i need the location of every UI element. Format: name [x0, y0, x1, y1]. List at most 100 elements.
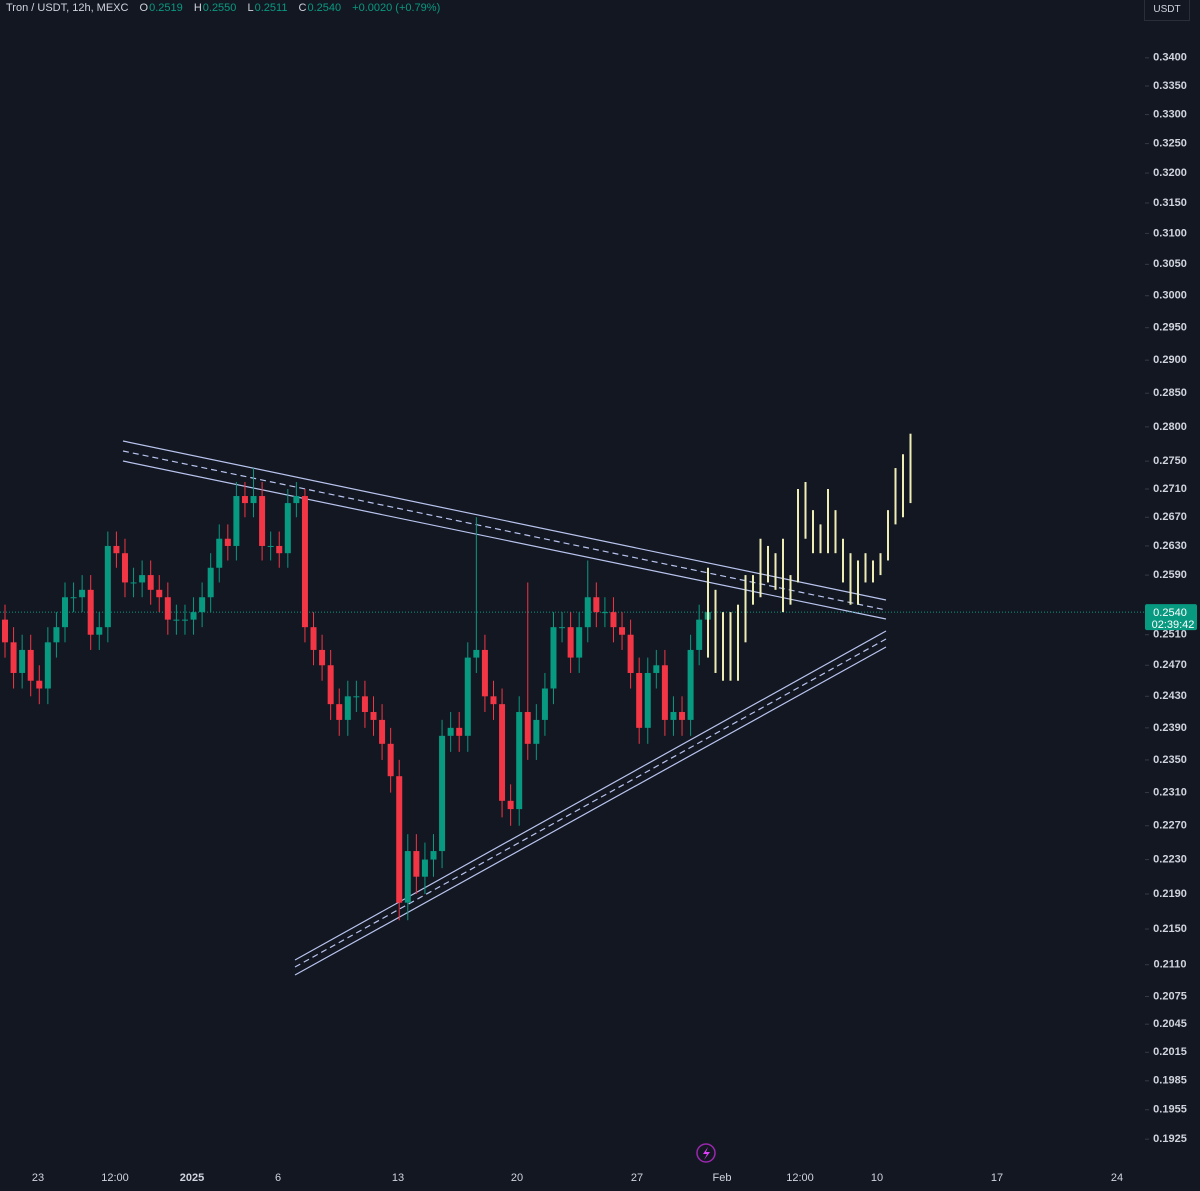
icon-bolt: [703, 1147, 710, 1160]
candle-body: [524, 712, 531, 744]
y-tick-label: 0.2045: [1153, 1018, 1187, 1030]
candle-body: [584, 597, 591, 628]
ohlc-value: 0.2519: [149, 2, 183, 14]
x-tick-label: 12:00: [786, 1172, 814, 1184]
candle-body: [687, 649, 694, 720]
candle-body: [10, 642, 17, 673]
trendline: [122, 440, 887, 601]
trendline-mid: [294, 638, 887, 968]
candle-body: [439, 735, 446, 852]
ohlc-key: C: [298, 2, 307, 14]
candle-body: [370, 712, 377, 720]
candle-body: [336, 704, 343, 720]
y-tick-label: 0.2015: [1153, 1046, 1187, 1058]
y-tick-label: 0.2510: [1153, 629, 1187, 641]
symbol-header: Tron / USDT, 12h, MEXC O0.2519 H0.2550 L…: [6, 2, 448, 14]
countdown: 02:39:42: [1152, 619, 1195, 631]
trendlines: [122, 440, 887, 976]
candle-body: [601, 612, 608, 614]
y-tick-label: 0.2710: [1153, 483, 1187, 495]
y-tick-label: 0.2350: [1153, 754, 1187, 766]
y-tick-label: 0.2850: [1153, 387, 1187, 399]
y-tick-label: 0.2590: [1153, 569, 1187, 581]
candle-body: [104, 545, 111, 628]
candle-body: [327, 665, 334, 705]
candle-body: [27, 649, 34, 681]
trendline: [122, 460, 887, 620]
trendline: [294, 646, 887, 976]
x-tick-label: 17: [991, 1172, 1003, 1184]
candle-body: [130, 582, 137, 584]
candle-body: [53, 627, 60, 643]
candle-body: [661, 665, 668, 720]
y-tick-label: 0.2110: [1153, 959, 1186, 971]
candle-body: [310, 627, 317, 650]
candle-body: [636, 672, 643, 728]
candle-body: [430, 851, 437, 860]
y-tick-label: 0.2430: [1153, 690, 1187, 702]
candle-body: [267, 545, 274, 547]
y-tick-label: 0.2310: [1153, 786, 1187, 798]
candle-body: [473, 649, 480, 658]
candle-body: [610, 612, 617, 628]
ohlc-key: H: [193, 2, 202, 14]
x-tick-label: 24: [1111, 1172, 1123, 1184]
candle-body: [464, 657, 471, 736]
y-tick-label: 0.2075: [1153, 990, 1187, 1002]
y-tick-label: 0.3400: [1153, 52, 1187, 64]
candle-body: [353, 696, 360, 698]
y-tick-label: 0.3050: [1153, 258, 1187, 270]
candle-body: [576, 627, 583, 658]
candle-body: [516, 712, 523, 810]
candle-body: [156, 589, 163, 598]
ohlc-value: 0.2550: [202, 2, 237, 14]
candle-body: [456, 727, 463, 736]
candle-body: [224, 538, 231, 546]
trendline: [294, 630, 887, 961]
candle-body: [96, 627, 103, 635]
y-tick-label: 0.2230: [1153, 853, 1187, 865]
y-tick-label: 0.2190: [1153, 888, 1187, 900]
candle-body: [627, 634, 634, 673]
last-price-tag: [1145, 604, 1197, 631]
currency-unit[interactable]: USDT: [1144, 0, 1190, 21]
candle-body: [387, 743, 394, 777]
candle-body: [361, 696, 368, 713]
lightning-icon[interactable]: [696, 1143, 716, 1163]
candle-body: [644, 672, 651, 728]
candle-body: [567, 627, 574, 658]
candle-body: [19, 649, 26, 673]
ohlc-key: O: [139, 2, 149, 14]
y-tick-label: 0.3100: [1153, 227, 1187, 239]
last-price-label: 0.2540: [1153, 607, 1187, 619]
candle-body: [2, 619, 8, 643]
x-tick-label: 12:00: [101, 1172, 129, 1184]
candle-body: [36, 680, 43, 689]
ohlc-value: 0.2511: [254, 2, 288, 14]
y-tick-label: 0.1955: [1153, 1104, 1187, 1116]
candle-body: [233, 496, 240, 546]
x-tick-label: 23: [32, 1172, 44, 1184]
y-tick-label: 0.2750: [1153, 455, 1187, 467]
candle-body: [559, 627, 566, 629]
x-tick-label: 20: [511, 1172, 523, 1184]
candle-body: [619, 627, 626, 635]
candle-body: [216, 538, 223, 568]
candle-body: [181, 619, 188, 621]
candle-body: [113, 545, 120, 554]
y-tick-label: 0.2150: [1153, 923, 1187, 935]
x-tick-label: 10: [871, 1172, 883, 1184]
y-tick-label: 0.2900: [1153, 354, 1187, 366]
candle-body: [447, 727, 454, 736]
candle-body: [276, 545, 283, 554]
y-tick-label: 0.2950: [1153, 322, 1187, 334]
candle-body: [139, 575, 146, 583]
x-tick-label: 27: [631, 1172, 643, 1184]
candle-body: [87, 589, 94, 635]
candle-body: [396, 776, 403, 903]
candle-body: [250, 496, 257, 504]
candle-body: [507, 800, 514, 810]
candle-body: [173, 619, 180, 621]
candle-body: [379, 719, 386, 744]
